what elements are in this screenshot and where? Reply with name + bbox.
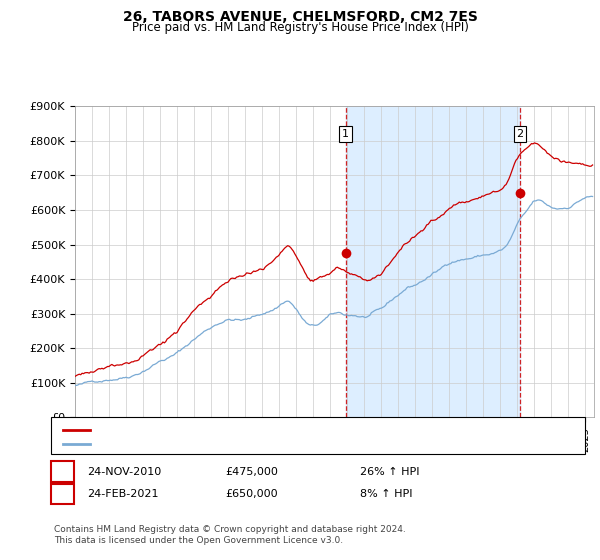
Text: Contains HM Land Registry data © Crown copyright and database right 2024.
This d: Contains HM Land Registry data © Crown c… [54, 525, 406, 545]
Text: 26, TABORS AVENUE, CHELMSFORD, CM2 7ES: 26, TABORS AVENUE, CHELMSFORD, CM2 7ES [122, 10, 478, 24]
Text: 2: 2 [517, 129, 524, 139]
Text: 24-FEB-2021: 24-FEB-2021 [87, 489, 158, 499]
Bar [346, 106, 520, 417]
Text: HPI: Average price, detached house, Chelmsford: HPI: Average price, detached house, Chel… [95, 438, 347, 449]
Text: £475,000: £475,000 [225, 466, 278, 477]
Text: 1: 1 [59, 466, 66, 477]
Text: 24-NOV-2010: 24-NOV-2010 [87, 466, 161, 477]
Text: £650,000: £650,000 [225, 489, 278, 499]
Text: Price paid vs. HM Land Registry's House Price Index (HPI): Price paid vs. HM Land Registry's House … [131, 21, 469, 34]
Text: 2: 2 [59, 489, 66, 499]
Text: 8% ↑ HPI: 8% ↑ HPI [360, 489, 413, 499]
Text: 26% ↑ HPI: 26% ↑ HPI [360, 466, 419, 477]
Text: 1: 1 [342, 129, 349, 139]
Text: 26, TABORS AVENUE, CHELMSFORD, CM2 7ES (detached house): 26, TABORS AVENUE, CHELMSFORD, CM2 7ES (… [95, 424, 428, 435]
